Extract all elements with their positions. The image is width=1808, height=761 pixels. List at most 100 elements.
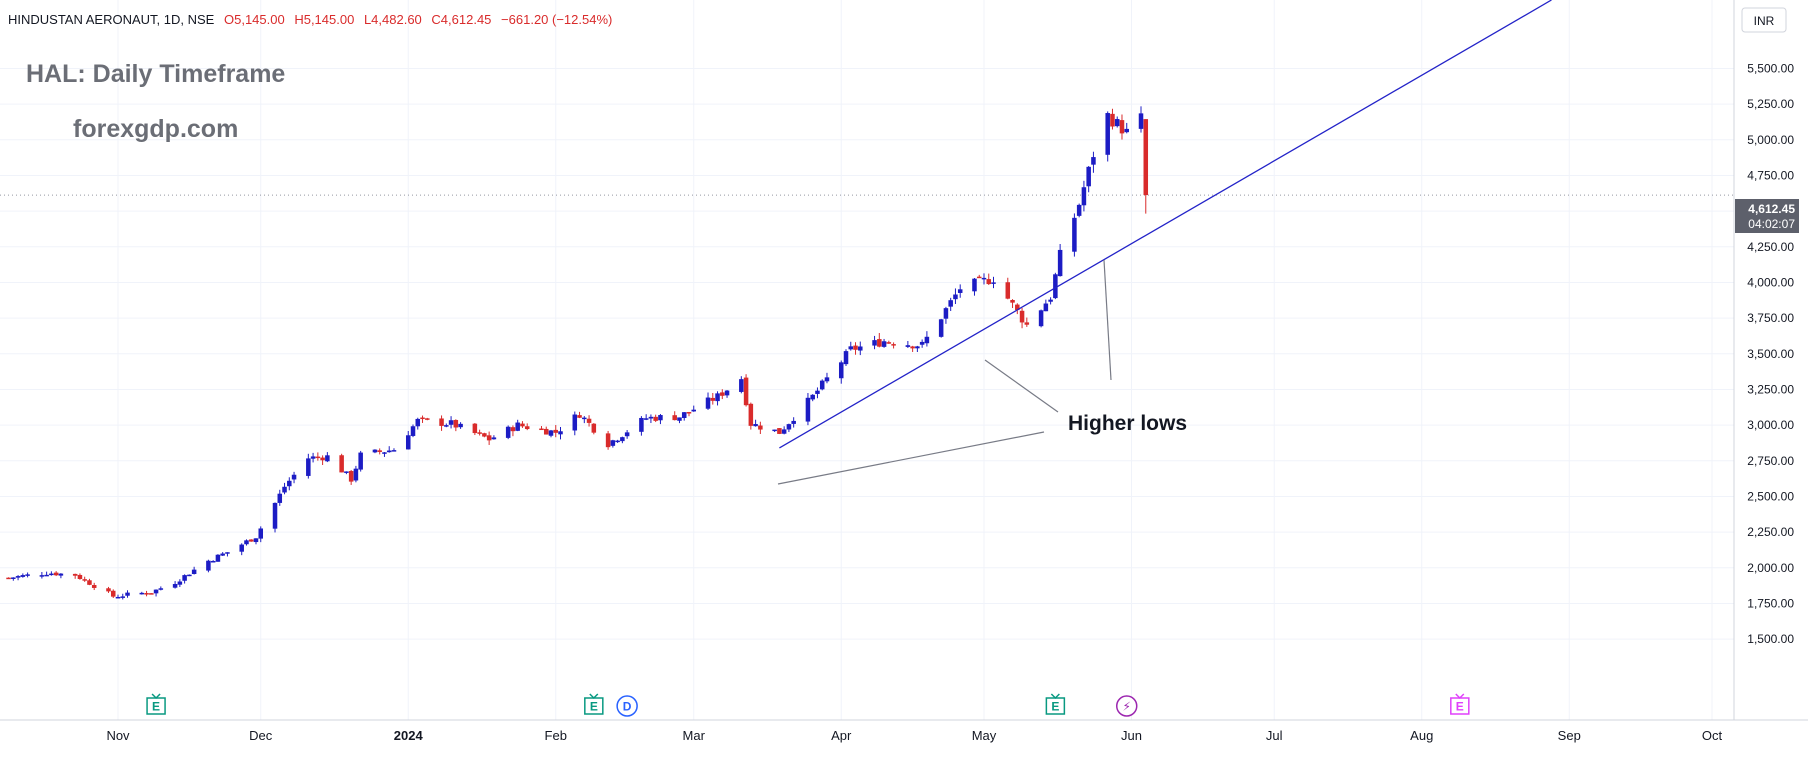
candle-body <box>1005 282 1011 299</box>
event-marker-dividend[interactable]: D <box>616 695 638 717</box>
ascending-trendline[interactable] <box>779 0 1552 449</box>
candle-body <box>819 380 825 390</box>
chart-title-text: HAL: Daily Timeframe <box>26 60 285 88</box>
candle-body <box>372 449 378 453</box>
candle-body <box>605 433 611 448</box>
candle-body <box>853 345 858 350</box>
candle-body <box>938 319 944 337</box>
candle-body <box>172 584 178 588</box>
time-tick-label: Apr <box>831 728 852 743</box>
candle-body <box>905 345 911 347</box>
candle-body <box>510 427 516 432</box>
candle-body <box>110 590 116 597</box>
event-marker-earnings[interactable]: E <box>1045 693 1066 715</box>
candle-body <box>25 574 30 576</box>
time-tick-label: Feb <box>545 728 567 743</box>
candle-body <box>125 592 130 596</box>
candle-body <box>1091 157 1096 165</box>
event-marker-earnings-upcoming[interactable]: E <box>1450 693 1470 715</box>
candle-layer <box>6 106 1149 600</box>
currency-selector[interactable]: INR <box>1741 7 1787 33</box>
candle-body <box>548 430 554 436</box>
candle-body <box>615 440 620 443</box>
candle-body <box>1138 113 1144 129</box>
candle-body <box>1076 204 1082 216</box>
candle-body <box>786 424 792 430</box>
price-tick-label: 4,250.00 <box>1747 240 1794 254</box>
candle-body <box>1124 128 1130 133</box>
candle-body <box>572 414 578 431</box>
candle-body <box>377 450 382 452</box>
candle-body <box>586 418 592 423</box>
grid-layer <box>0 0 1734 720</box>
event-marker-earnings[interactable]: E <box>146 693 166 715</box>
candle-body <box>149 593 154 595</box>
candle-body <box>20 575 26 577</box>
candle-body <box>848 346 854 350</box>
candle-body <box>120 596 126 598</box>
price-tick-label: 4,750.00 <box>1747 168 1794 182</box>
price-tick-label: 2,500.00 <box>1747 489 1794 503</box>
candle-body <box>244 540 249 545</box>
candle-body <box>248 539 254 542</box>
candle-body <box>558 431 563 435</box>
candle-body <box>58 573 64 576</box>
candle-body <box>344 471 349 473</box>
currency-label: INR <box>1754 14 1775 28</box>
candle-body <box>472 423 478 434</box>
candle-body <box>477 432 482 434</box>
candle-body <box>620 437 625 442</box>
candle-body <box>291 474 297 480</box>
price-axis[interactable]: 1,500.00 1,750.00 2,000.00 2,250.00 2,500.00… <box>1747 61 1794 646</box>
candle-body <box>981 277 987 280</box>
candle-body <box>215 554 221 562</box>
last-price-tag: 4,612.45 04:02:07 <box>1735 199 1799 233</box>
candle-body <box>748 403 754 426</box>
candle-body <box>972 278 977 292</box>
candle-body <box>1053 274 1058 299</box>
candle-body <box>448 420 454 425</box>
candle-body <box>158 588 164 590</box>
candle-body <box>957 289 963 293</box>
price-tick-label: 3,750.00 <box>1747 311 1794 325</box>
annotation-pointer-3 <box>1103 259 1112 381</box>
candle-body <box>915 346 920 349</box>
candle-body <box>444 425 449 427</box>
price-tick-label: 2,750.00 <box>1747 454 1794 468</box>
candle-body <box>672 415 677 421</box>
symbol-name: HINDUSTAN AERONAUT, 1D, NSE <box>8 12 215 27</box>
event-marker-earnings[interactable]: E <box>584 693 604 715</box>
candle-body <box>39 575 45 577</box>
symbol-title[interactable]: HINDUSTAN AERONAUT, 1D, NSE O5,145.00 H5… <box>8 12 612 27</box>
annotation-pointer-1 <box>984 359 1059 413</box>
candle-body <box>643 418 649 420</box>
candle-body <box>677 417 682 421</box>
candle-body <box>881 341 887 347</box>
time-axis[interactable]: Nov Dec 2024 Feb Mar Apr May Jun Jul Aug Sep Oct <box>106 728 1722 743</box>
event-marker-split[interactable]: ⚡ <box>1115 695 1138 717</box>
candle-body <box>144 593 149 595</box>
candle-body <box>91 585 97 588</box>
event-marker-label: E <box>1456 700 1464 714</box>
candle-body <box>405 435 411 450</box>
candle-body <box>353 468 359 481</box>
candle-body <box>1048 299 1053 302</box>
candle-body <box>1114 119 1120 127</box>
time-tick-label: Jun <box>1121 728 1142 743</box>
candle-body <box>843 351 849 365</box>
candle-body <box>910 346 915 349</box>
price-tick-label: 5,500.00 <box>1747 61 1794 75</box>
time-tick-label: Aug <box>1410 728 1433 743</box>
candle-body <box>315 456 321 459</box>
candle-body <box>743 377 749 406</box>
close-value: C4,612.45 <box>431 12 491 27</box>
candle-body <box>577 415 582 418</box>
candle-body <box>1010 300 1015 303</box>
candle-body <box>415 418 421 427</box>
candle-body <box>886 342 892 344</box>
candle-body <box>1043 303 1049 312</box>
candle-body <box>425 418 430 420</box>
candle-body <box>686 412 692 414</box>
